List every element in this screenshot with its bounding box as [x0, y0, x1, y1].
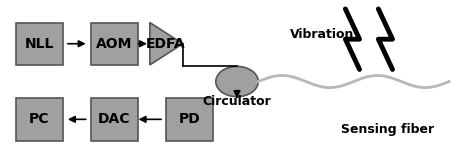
- Text: DAC: DAC: [98, 112, 131, 126]
- Text: PD: PD: [179, 112, 201, 126]
- Text: EDFA: EDFA: [146, 37, 185, 51]
- FancyBboxPatch shape: [166, 98, 213, 140]
- FancyBboxPatch shape: [16, 22, 63, 65]
- Text: Sensing fiber: Sensing fiber: [341, 123, 434, 136]
- Text: AOM: AOM: [96, 37, 133, 51]
- Text: Circulator: Circulator: [202, 95, 272, 108]
- Text: PC: PC: [29, 112, 49, 126]
- FancyBboxPatch shape: [16, 98, 63, 140]
- FancyBboxPatch shape: [91, 22, 138, 65]
- Text: NLL: NLL: [24, 37, 54, 51]
- FancyBboxPatch shape: [91, 98, 138, 140]
- Ellipse shape: [216, 66, 258, 97]
- Polygon shape: [150, 22, 183, 65]
- Text: Vibration: Vibration: [290, 28, 354, 41]
